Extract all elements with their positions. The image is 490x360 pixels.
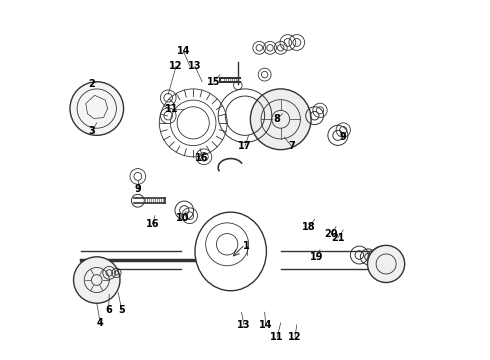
Circle shape [368,246,405,283]
Text: 10: 10 [176,212,189,222]
Text: 14: 14 [259,320,272,330]
Text: 18: 18 [302,222,316,232]
Circle shape [74,257,120,303]
Text: 13: 13 [188,62,202,71]
Text: 2: 2 [89,78,96,89]
Circle shape [250,89,311,150]
Text: 9: 9 [134,184,141,194]
Text: 21: 21 [331,233,344,243]
Text: 12: 12 [170,62,183,71]
Text: 20: 20 [325,229,338,239]
Text: 9: 9 [339,132,346,142]
Text: 3: 3 [89,126,96,136]
Text: 17: 17 [238,141,252,151]
Text: 7: 7 [288,141,295,151]
Text: 5: 5 [119,305,125,315]
Text: 13: 13 [237,320,251,330]
Text: 15: 15 [207,77,220,87]
Text: 16: 16 [146,219,160,229]
Text: 6: 6 [105,305,112,315]
Text: 1: 1 [244,241,250,251]
Text: 12: 12 [288,332,302,342]
Text: 8: 8 [273,114,280,124]
Circle shape [70,82,123,135]
Text: 19: 19 [310,252,323,262]
Text: 11: 11 [165,104,178,113]
Text: 14: 14 [177,46,190,57]
Text: 16: 16 [195,153,208,163]
Ellipse shape [195,212,267,291]
Text: 4: 4 [97,318,104,328]
Text: 11: 11 [270,332,284,342]
